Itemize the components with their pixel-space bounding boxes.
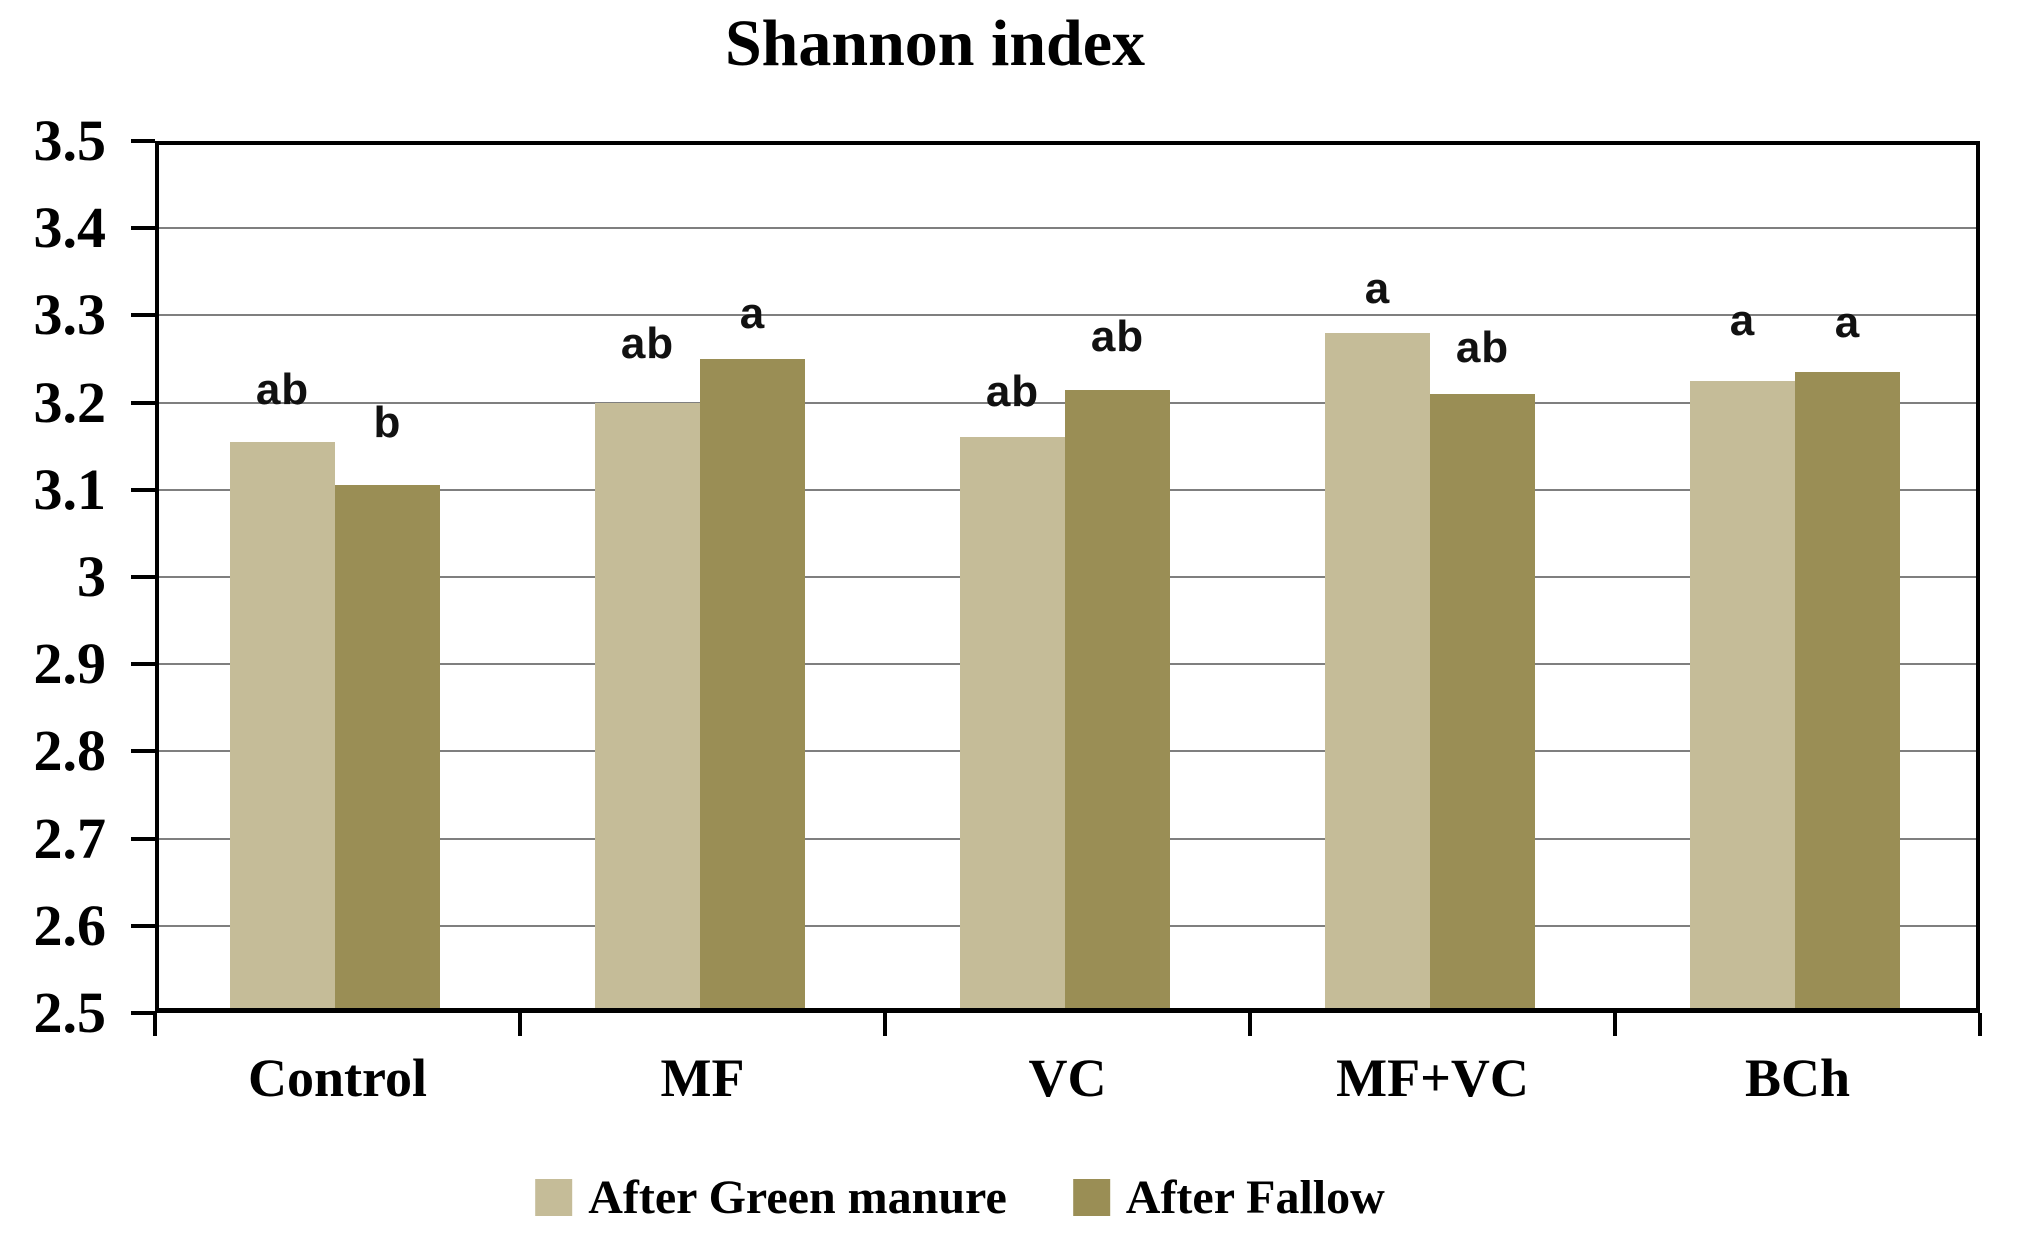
x-tick bbox=[1978, 1013, 1982, 1036]
x-category-label-Control: Control bbox=[247, 1048, 427, 1108]
plot-area: ab b ab a ab ab a ab a a bbox=[155, 141, 1980, 1013]
bar-Control-fallow bbox=[335, 485, 440, 1013]
gridline bbox=[155, 227, 1980, 229]
y-tick bbox=[131, 1011, 155, 1015]
x-tick bbox=[1248, 1013, 1252, 1036]
y-tick-label: 2.5 bbox=[33, 980, 107, 1045]
y-tick bbox=[131, 226, 155, 230]
bar-MF+VC-fallow bbox=[1430, 394, 1535, 1013]
gridline bbox=[155, 314, 1980, 316]
bar-BCh-green-manure bbox=[1690, 381, 1795, 1013]
y-tick bbox=[131, 837, 155, 841]
legend-swatch-0 bbox=[535, 1179, 573, 1216]
bar-Control-green-manure bbox=[230, 442, 335, 1013]
y-tick-label: 3.3 bbox=[33, 282, 107, 347]
sig-letter-MF-fallow: a bbox=[739, 289, 766, 338]
x-tick bbox=[883, 1013, 887, 1036]
sig-letter-MF+VC-fallow: ab bbox=[1455, 323, 1510, 372]
y-tick-label: 2.9 bbox=[33, 631, 107, 696]
x-category-label-MF+VC: MF+VC bbox=[1336, 1048, 1529, 1108]
y-tick bbox=[131, 924, 155, 928]
y-tick bbox=[131, 139, 155, 143]
sig-letter-Control-fallow: b bbox=[373, 398, 402, 447]
x-category-label-VC: VC bbox=[1028, 1048, 1107, 1108]
sig-letter-Control-green-manure: ab bbox=[255, 365, 310, 414]
legend-entry-fallow: After Fallow bbox=[1072, 1170, 1385, 1225]
x-tick bbox=[153, 1013, 157, 1036]
sig-letter-VC-fallow: ab bbox=[1090, 312, 1145, 361]
y-tick bbox=[131, 313, 155, 317]
sig-letter-BCh-green-manure: a bbox=[1729, 296, 1756, 345]
x-category-label-BCh: BCh bbox=[1744, 1048, 1851, 1108]
y-tick-label: 3.1 bbox=[33, 457, 107, 522]
y-tick bbox=[131, 662, 155, 666]
bar-MF-green-manure bbox=[595, 403, 700, 1013]
sig-letter-BCh-fallow: a bbox=[1834, 298, 1861, 347]
sig-letter-MF+VC-green-manure: a bbox=[1364, 264, 1391, 313]
y-tick bbox=[131, 749, 155, 753]
y-tick-label: 3 bbox=[77, 544, 106, 609]
legend: After Green manure After Fallow bbox=[535, 1170, 1385, 1225]
x-tick bbox=[518, 1013, 522, 1036]
legend-swatch-1 bbox=[1072, 1179, 1110, 1216]
y-tick-label: 2.6 bbox=[33, 893, 107, 958]
legend-label-0: After Green manure bbox=[588, 1171, 1007, 1224]
y-tick-label: 2.8 bbox=[33, 718, 107, 783]
bar-MF+VC-green-manure bbox=[1325, 333, 1430, 1013]
sig-letter-MF-green-manure: ab bbox=[620, 319, 675, 368]
bar-MF-fallow bbox=[700, 359, 805, 1013]
y-tick-label: 3.5 bbox=[33, 108, 107, 173]
sig-letter-VC-green-manure: ab bbox=[985, 367, 1040, 416]
bar-BCh-fallow bbox=[1795, 372, 1900, 1013]
bar-VC-green-manure bbox=[960, 437, 1065, 1013]
y-tick-label: 3.2 bbox=[33, 370, 107, 435]
y-tick bbox=[131, 575, 155, 579]
y-tick-label: 2.7 bbox=[33, 806, 107, 871]
x-tick bbox=[1613, 1013, 1617, 1036]
y-tick bbox=[131, 488, 155, 492]
chart-title: Shannon index bbox=[724, 7, 1146, 80]
legend-entry-green-manure: After Green manure bbox=[535, 1170, 1007, 1225]
bar-VC-fallow bbox=[1065, 390, 1170, 1013]
legend-label-1: After Fallow bbox=[1125, 1171, 1385, 1224]
y-tick bbox=[131, 401, 155, 405]
y-tick-label: 3.4 bbox=[33, 195, 107, 260]
x-category-label-MF: MF bbox=[660, 1048, 745, 1108]
